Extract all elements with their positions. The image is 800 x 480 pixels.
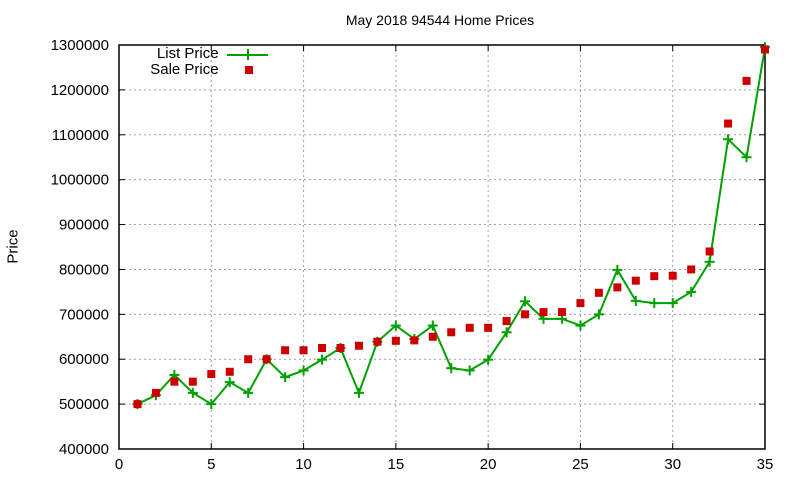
svg-text:800000: 800000 (59, 261, 109, 278)
svg-text:15: 15 (388, 456, 405, 473)
tick-labels: 0 5 10 15 20 25 30 35 400000 500000 600000 700000 80… (51, 37, 774, 473)
svg-text:600000: 600000 (59, 351, 109, 368)
legend-item-sale-price: Sale Price (120, 62, 268, 78)
svg-text:35: 35 (757, 456, 774, 473)
legend: List Price Sale Price (120, 46, 268, 78)
list-price-series (132, 42, 770, 410)
legend-item-list-price: List Price (120, 46, 268, 62)
legend-label: List Price (156, 45, 219, 62)
legend-label: Sale Price (150, 61, 219, 78)
svg-text:10: 10 (295, 456, 312, 473)
svg-text:1000000: 1000000 (51, 172, 109, 189)
svg-text:0: 0 (115, 456, 123, 473)
sale-price-series (133, 45, 769, 409)
square-marker-icon (225, 62, 268, 78)
svg-text:25: 25 (572, 456, 589, 473)
svg-text:500000: 500000 (59, 396, 109, 413)
svg-text:1200000: 1200000 (51, 82, 109, 99)
svg-text:1300000: 1300000 (51, 37, 109, 54)
chart-title: May 2018 94544 Home Prices (345, 12, 535, 28)
axes (118, 44, 766, 450)
gridlines (119, 45, 765, 449)
line-plus-marker-icon (225, 46, 268, 62)
svg-text:400000: 400000 (59, 441, 109, 458)
svg-text:700000: 700000 (59, 306, 109, 323)
svg-text:20: 20 (480, 456, 497, 473)
svg-text:5: 5 (207, 456, 215, 473)
svg-text:900000: 900000 (59, 217, 109, 234)
svg-text:30: 30 (664, 456, 681, 473)
svg-text:1100000: 1100000 (52, 127, 109, 144)
